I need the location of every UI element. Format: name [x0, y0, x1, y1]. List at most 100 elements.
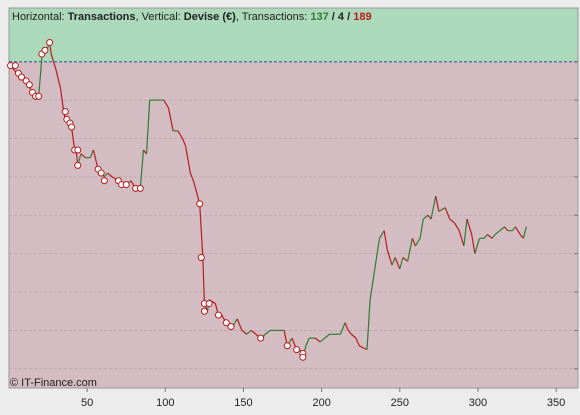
- trade-marker: [61, 108, 69, 116]
- line-segment: [463, 219, 468, 247]
- line-segment: [374, 238, 381, 270]
- line-segment: [458, 230, 465, 247]
- line-segment: [514, 226, 521, 235]
- line-segment: [419, 219, 424, 239]
- line-segment: [369, 268, 376, 300]
- line-segment: [145, 100, 151, 154]
- trade-marker: [299, 353, 307, 361]
- trade-marker: [25, 81, 33, 89]
- line-segment: [59, 88, 65, 112]
- t-label: , Transactions:: [235, 11, 311, 23]
- v-value: Devise (€): [183, 11, 236, 23]
- trade-marker: [283, 342, 291, 350]
- line-segment: [80, 153, 86, 159]
- line-segment: [444, 207, 451, 220]
- line-segment: [519, 234, 524, 239]
- line-segment: [422, 214, 429, 220]
- line-segment: [305, 337, 310, 347]
- line-segment: [407, 238, 413, 262]
- line-segment: [347, 330, 352, 335]
- line-segment: [250, 329, 257, 335]
- line-segment: [167, 107, 174, 131]
- negative-zone: [9, 61, 578, 389]
- trade-marker: [214, 311, 222, 319]
- line-segment: [453, 222, 460, 231]
- trade-marker: [200, 307, 208, 315]
- line-segment: [89, 149, 94, 158]
- even: 4: [337, 11, 345, 23]
- line-segment: [427, 214, 432, 220]
- line-segment: [107, 172, 113, 178]
- plot-frame: [8, 7, 579, 389]
- wins: 137: [310, 11, 329, 23]
- losses: 189: [353, 11, 372, 23]
- trade-marker: [197, 253, 205, 261]
- line-segment: [358, 345, 368, 351]
- x-tick-label: 200: [312, 397, 330, 409]
- line-segment: [491, 234, 496, 239]
- line-segment: [499, 226, 505, 232]
- sep: /: [344, 11, 354, 23]
- trade-marker: [35, 92, 43, 100]
- header: Horizontal: Transactions, Vertical: Devi…: [12, 11, 372, 23]
- trade-marker: [136, 184, 144, 192]
- line-segment: [391, 257, 396, 266]
- line-segment: [139, 149, 145, 189]
- trade-marker: [227, 323, 235, 331]
- trade-marker: [97, 169, 105, 177]
- sep: /: [328, 11, 338, 23]
- line-segment: [181, 138, 187, 147]
- trade-marker: [257, 334, 265, 342]
- h-value: Transactions: [67, 11, 136, 23]
- trade-marker: [74, 146, 82, 154]
- trade-marker: [205, 300, 213, 308]
- line-segment: [202, 257, 205, 304]
- line-segment: [466, 218, 473, 235]
- line-segment: [355, 337, 360, 347]
- x-tick-label: 300: [469, 397, 487, 409]
- line-segment: [430, 195, 437, 220]
- line-segment: [185, 146, 191, 174]
- line-segment: [55, 69, 62, 89]
- line-segment: [414, 237, 421, 247]
- line-segment: [411, 238, 416, 247]
- line-segment: [378, 230, 385, 239]
- x-tick-label: 50: [81, 397, 93, 409]
- x-tick-label: 350: [547, 397, 565, 409]
- line-segment: [315, 337, 321, 343]
- copyright: © IT-Finance.com: [10, 377, 97, 389]
- line-segment: [319, 337, 326, 343]
- line-segment: [264, 329, 271, 335]
- line-segment: [366, 299, 371, 350]
- x-tick-label: 250: [391, 397, 409, 409]
- trade-marker: [41, 46, 49, 54]
- line-segment: [50, 53, 57, 70]
- line-segment: [386, 249, 393, 266]
- line-segment: [70, 126, 76, 151]
- trade-marker: [196, 200, 204, 208]
- line-segment: [511, 226, 516, 232]
- line-segment: [350, 333, 357, 339]
- h-label: Horizontal:: [12, 11, 68, 23]
- line-segment: [177, 130, 184, 139]
- line-segment: [192, 180, 201, 204]
- line-segment: [486, 234, 493, 239]
- line-segment: [324, 333, 330, 339]
- line-segment: [103, 172, 108, 178]
- line-segment: [522, 226, 527, 239]
- line-segment: [344, 322, 349, 331]
- line-segment: [339, 322, 346, 335]
- line-segment: [471, 234, 476, 254]
- line-segment: [399, 257, 404, 270]
- trade-marker: [68, 123, 76, 131]
- trade-marker: [100, 177, 108, 185]
- positive-zone: [9, 8, 578, 62]
- trade-marker: [222, 319, 230, 327]
- trade-marker: [11, 62, 19, 70]
- v-label: , Vertical:: [135, 11, 184, 23]
- line-segment: [483, 234, 488, 239]
- line-segment: [449, 218, 455, 224]
- line-segment: [38, 57, 43, 97]
